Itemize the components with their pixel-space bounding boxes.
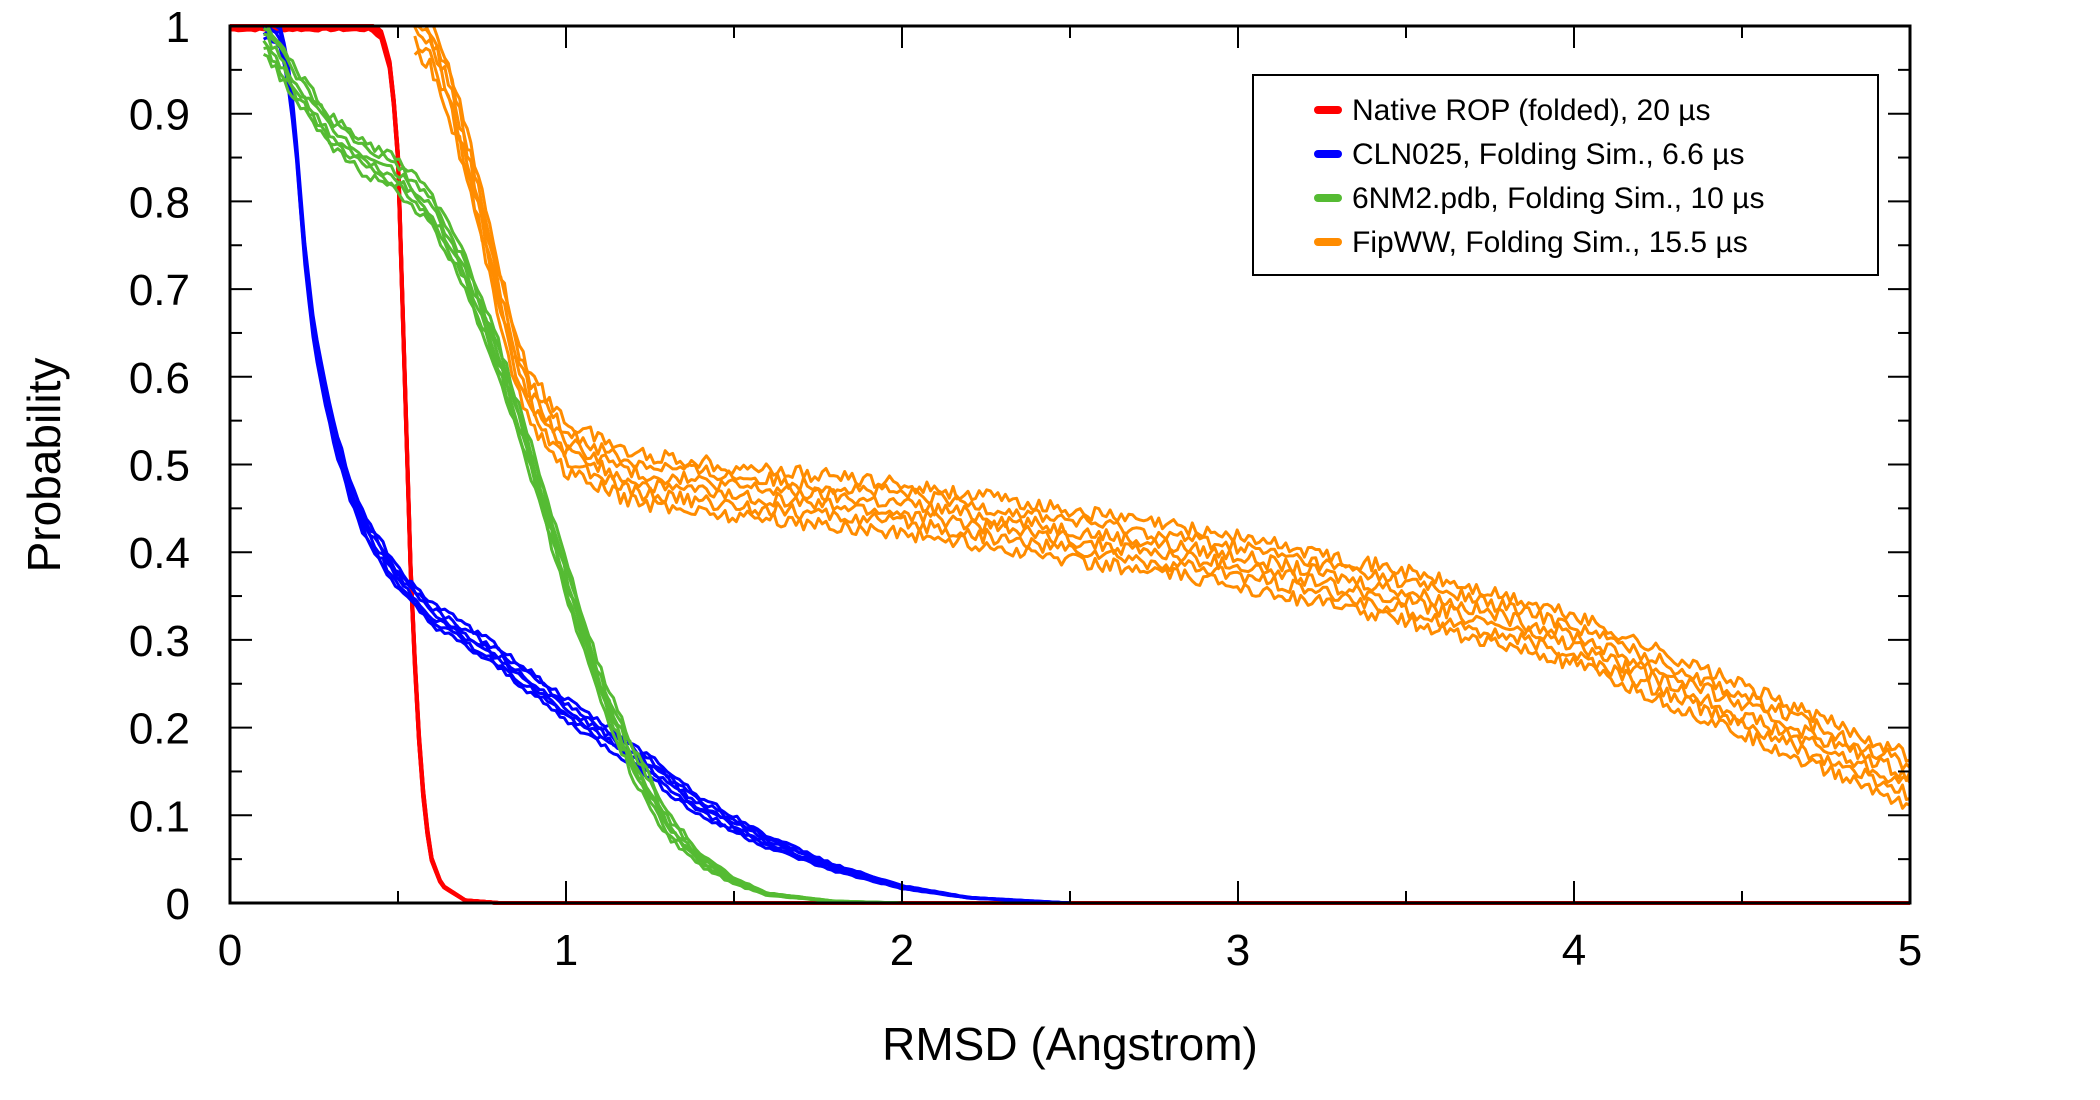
legend-item: FipWW, Folding Sim., 15.5 µs <box>1314 226 1748 259</box>
y-tick-label: 0.8 <box>129 178 190 227</box>
y-tick-label: 0.6 <box>129 354 190 403</box>
x-tick-label: 5 <box>1898 926 1922 975</box>
series-line <box>413 26 1912 785</box>
ticks-layer: 0 1 2 3 4 5 0 0.1 0.2 0.3 0.4 0.5 0.6 0.7 0.8 0.9 1 <box>129 3 1922 975</box>
series-line <box>414 24 1912 783</box>
y-tick-label: 0.9 <box>129 91 190 140</box>
legend-item: Native ROP (folded), 20 µs <box>1314 94 1711 127</box>
y-tick-label: 0.1 <box>129 792 190 841</box>
legend-label: 6NM2.pdb, Folding Sim., 10 µs <box>1352 182 1764 215</box>
y-tick-label: 0.7 <box>129 266 190 315</box>
y-tick-label: 0.3 <box>129 617 190 666</box>
y-tick-label: 0.5 <box>129 442 190 491</box>
series-line <box>413 35 1911 801</box>
series-line <box>414 24 1912 771</box>
y-tick-label: 0.2 <box>129 705 190 754</box>
y-tick-label: 0.4 <box>129 529 190 578</box>
legend-label: FipWW, Folding Sim., 15.5 µs <box>1352 226 1748 259</box>
x-tick-label: 0 <box>218 926 242 975</box>
legend-label: Native ROP (folded), 20 µs <box>1352 94 1711 127</box>
y-tick-label: 0 <box>166 880 190 929</box>
legend-label: CLN025, Folding Sim., 6.6 µs <box>1352 138 1744 171</box>
y-axis-title: Probability <box>18 358 70 573</box>
x-tick-label: 2 <box>890 926 914 975</box>
legend: Native ROP (folded), 20 µs CLN025, Foldin… <box>1252 74 1879 276</box>
x-axis-title: RMSD (Angstrom) <box>882 1018 1258 1070</box>
legend-box <box>1252 74 1879 276</box>
x-tick-label: 3 <box>1226 926 1250 975</box>
series-line <box>414 24 1911 763</box>
x-tick-label: 1 <box>554 926 578 975</box>
y-tick-label: 1 <box>166 3 190 52</box>
legend-item: CLN025, Folding Sim., 6.6 µs <box>1314 138 1744 171</box>
series-3 <box>413 24 1912 810</box>
x-tick-label: 4 <box>1562 926 1586 975</box>
legend-item: 6NM2.pdb, Folding Sim., 10 µs <box>1314 182 1764 215</box>
